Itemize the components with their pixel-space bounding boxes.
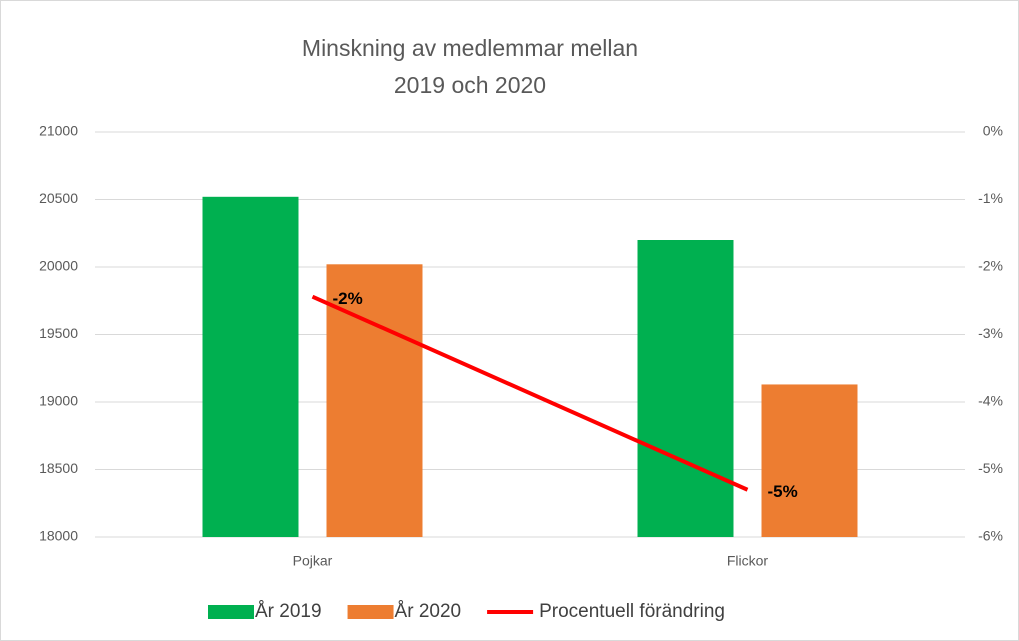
- y-tick-label: 18500: [39, 460, 78, 476]
- y-tick-label: 18000: [39, 528, 78, 544]
- x-tick-label: Flickor: [727, 553, 769, 569]
- chart-title: 2019 och 2020: [394, 72, 546, 98]
- y-tick-label: 21000: [39, 123, 78, 139]
- y2-tick-label: -5%: [978, 460, 1003, 476]
- y2-tick-label: -6%: [978, 528, 1003, 544]
- legend-label: År 2019: [255, 601, 322, 622]
- y2-tick-label: -2%: [978, 258, 1003, 274]
- y2-tick-label: 0%: [983, 123, 1003, 139]
- y2-tick-label: -1%: [978, 190, 1003, 206]
- y-tick-label: 19000: [39, 393, 78, 409]
- bar: [761, 384, 858, 537]
- legend-label: År 2020: [395, 601, 462, 622]
- x-tick-label: Pojkar: [293, 553, 333, 569]
- line: [311, 294, 749, 492]
- chart-title: Minskning av medlemmar mellan: [302, 35, 638, 61]
- y-tick-label: 20000: [39, 258, 78, 274]
- bar: [202, 196, 299, 538]
- y2-tick-label: -3%: [978, 325, 1003, 341]
- data-label: -2%: [333, 289, 363, 308]
- y2-tick-label: -4%: [978, 393, 1003, 409]
- y-tick-label: 19500: [39, 325, 78, 341]
- legend-swatch: [347, 605, 394, 619]
- legend-swatch: [208, 605, 254, 619]
- data-label: -5%: [768, 482, 798, 501]
- legend-label: Procentuell förändring: [539, 601, 725, 622]
- bar: [637, 240, 734, 537]
- y-tick-label: 20500: [39, 190, 78, 206]
